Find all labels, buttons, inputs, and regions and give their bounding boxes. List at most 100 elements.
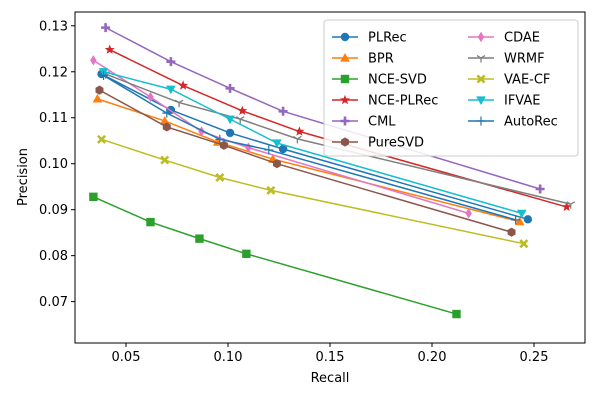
data-point-bpr (159, 115, 170, 125)
legend-label: IFVAE (504, 94, 540, 109)
data-point-cml (101, 23, 111, 33)
series-line-nce-svd (93, 196, 457, 315)
legend-entry-plrec: PLRec (332, 31, 407, 46)
y-tick-label: 0.07 (39, 295, 68, 310)
legend-entry-autorec: AutoRec (468, 115, 558, 130)
legend-entry-cdae: CDAE (468, 31, 540, 46)
data-point-vae-cf (215, 172, 225, 183)
legend-label: AutoRec (504, 115, 558, 130)
data-point-autorec (264, 145, 274, 155)
data-point-nce-plrec (561, 201, 572, 212)
data-point-nce-plrec (104, 44, 115, 54)
data-point-nce-plrec (237, 105, 248, 116)
legend-marker-wrmf (476, 55, 486, 63)
x-tick-label: 0.20 (418, 350, 447, 365)
data-point-puresvd (219, 140, 228, 150)
data-point-ifvae (225, 115, 235, 125)
data-point-plrec (225, 128, 235, 138)
legend-entry-nce-svd: NCE-SVD (332, 73, 427, 88)
legend-label: BPR (368, 52, 394, 67)
legend-label: PLRec (368, 31, 407, 46)
data-point-vae-cf (97, 134, 107, 144)
legend-marker-nce-svd (340, 74, 350, 84)
data-point-nce-svd (452, 309, 461, 319)
data-point-plrec (523, 215, 533, 224)
x-tick-label: 0.25 (520, 350, 549, 365)
data-point-wrmf (293, 135, 302, 144)
data-point-nce-plrec (294, 126, 305, 136)
legend-marker-cdae (477, 31, 485, 43)
legend-box (323, 19, 579, 157)
data-point-ifvae (516, 209, 527, 219)
legend-marker-puresvd (341, 137, 349, 147)
series-plrec (97, 69, 533, 224)
data-point-vae-cf (519, 239, 529, 249)
data-point-cml (535, 184, 545, 194)
data-point-plrec (278, 144, 288, 154)
data-point-cdae (90, 55, 97, 66)
data-point-nce-svd (242, 249, 251, 259)
legend-marker-bpr (340, 53, 350, 62)
y-tick-label: 0.13 (39, 19, 68, 34)
legend-entry-ifvae: IFVAE (468, 94, 540, 109)
data-point-autorec (162, 108, 172, 118)
data-point-nce-plrec (178, 80, 189, 90)
x-tick-label: 0.15 (316, 350, 345, 365)
legend-entry-bpr: BPR (332, 52, 394, 67)
legend-marker-cml (340, 116, 350, 126)
legend-entry-nce-plrec: NCE-PLRec (332, 94, 438, 109)
series-ifvae (98, 68, 527, 219)
data-point-autorec (215, 134, 225, 144)
legend-marker-vae-cf (476, 74, 486, 84)
series-nce-svd (89, 192, 461, 319)
legend-label: NCE-PLRec (368, 94, 438, 109)
data-point-ifvae (272, 139, 282, 149)
data-point-cml (225, 83, 235, 93)
y-tick-label: 0.11 (39, 111, 68, 126)
x-tick-label: 0.10 (214, 350, 243, 365)
data-point-cml (166, 57, 176, 67)
y-axis-label: Precision (16, 148, 31, 206)
series-autorec (99, 70, 521, 225)
legend-marker-plrec (340, 32, 350, 42)
legend-entry-cml: CML (332, 115, 396, 130)
legend: PLRec BPR NCE-SVD NCE-PLRec CML PureSVD CDAE WR… (323, 19, 579, 157)
data-point-bpr (92, 93, 103, 103)
y-tick-label: 0.08 (39, 249, 68, 264)
legend-entry-puresvd: PureSVD (332, 136, 424, 151)
x-axis-label: Recall (311, 371, 350, 386)
data-point-puresvd (162, 122, 171, 132)
data-point-nce-svd (146, 217, 155, 227)
series-puresvd (95, 85, 516, 237)
legend-label: PureSVD (368, 136, 424, 151)
legend-marker-ifvae (476, 96, 486, 105)
legend-marker-nce-plrec (340, 94, 350, 105)
data-point-ifvae (166, 85, 176, 95)
legend-label: WRMF (504, 52, 545, 67)
data-point-nce-svd (195, 234, 204, 243)
data-point-wrmf (235, 116, 245, 124)
data-point-wrmf (174, 99, 184, 108)
data-point-vae-cf (160, 155, 170, 165)
data-point-puresvd (507, 227, 516, 237)
data-point-wrmf (566, 201, 576, 209)
series-vae-cf (97, 134, 529, 249)
legend-label: VAE-CF (504, 73, 550, 88)
data-point-cml (278, 106, 288, 116)
data-point-vae-cf (266, 185, 276, 195)
data-point-autorec (511, 215, 521, 225)
data-point-nce-svd (89, 192, 98, 202)
legend-label: CML (368, 115, 396, 130)
data-point-cdae (147, 91, 154, 103)
data-point-puresvd (272, 159, 281, 169)
legend-label: CDAE (504, 31, 540, 46)
data-point-bpr (514, 216, 525, 226)
data-point-cdae (465, 208, 472, 219)
y-tick-label: 0.09 (39, 203, 68, 218)
y-tick-label: 0.12 (39, 65, 68, 80)
legend-entry-wrmf: WRMF (468, 52, 545, 67)
data-point-puresvd (95, 85, 104, 95)
y-tick-label: 0.10 (39, 157, 68, 172)
legend-marker-autorec (476, 116, 486, 126)
